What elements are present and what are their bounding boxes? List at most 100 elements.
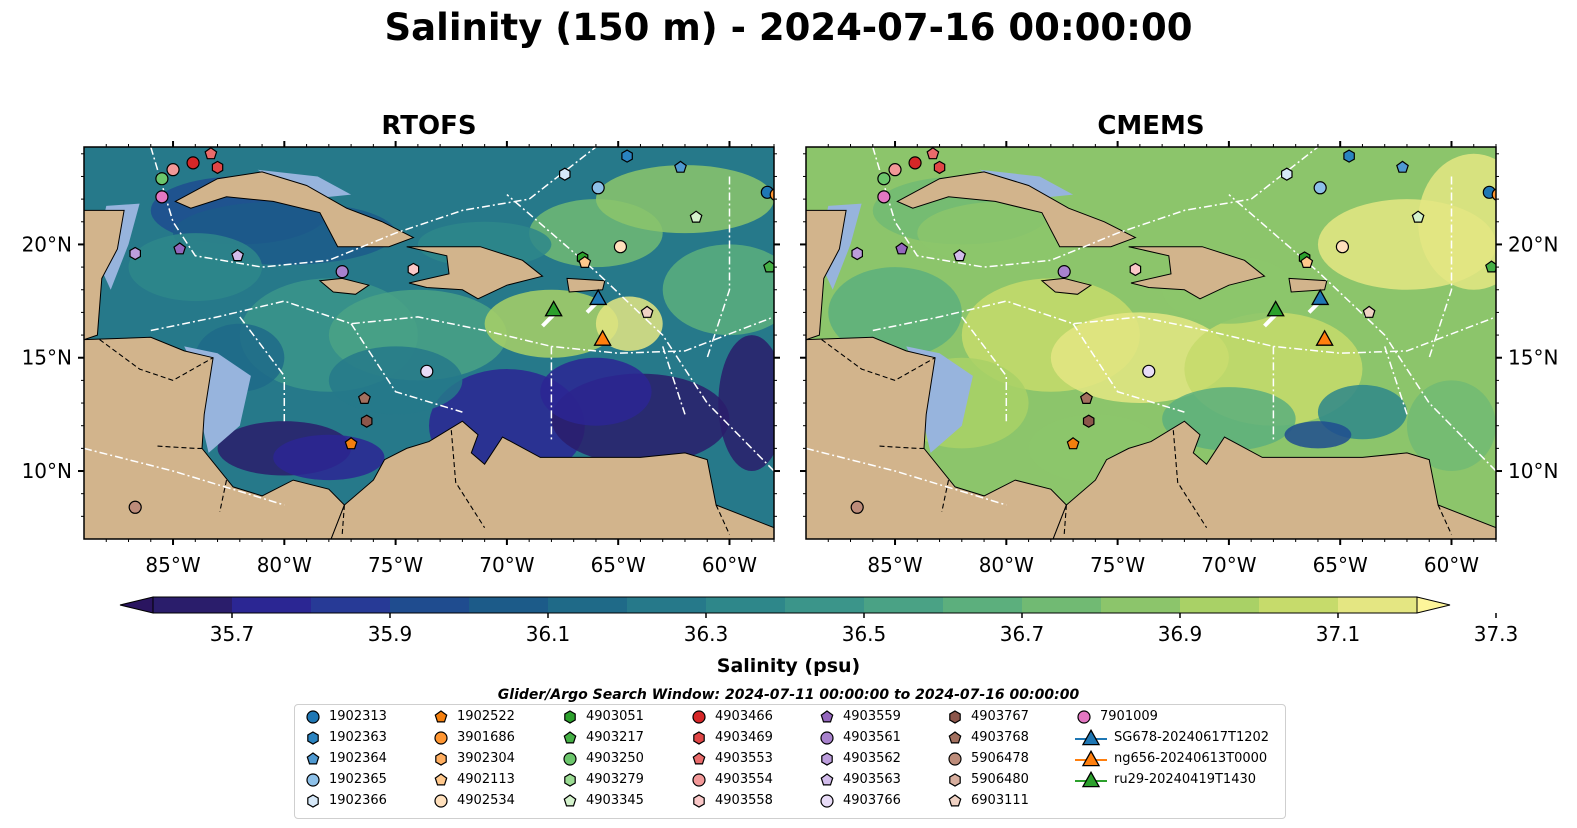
glider-ru29-20240419T1430	[1266, 300, 1285, 317]
map-frame	[805, 146, 1497, 540]
legend-label: 1902522	[457, 709, 515, 724]
colorbar-label: Salinity (psu)	[716, 655, 861, 677]
panel-title-cmems: CMEMS	[1097, 111, 1205, 141]
argo-float-4903554	[166, 163, 180, 177]
legend-label: 4903563	[843, 772, 901, 787]
argo-float-6903111	[1362, 305, 1376, 318]
argo-float-1902363	[621, 149, 633, 163]
lon-tick-label: 60°W	[1424, 553, 1479, 577]
argo-float-4903469	[933, 160, 946, 175]
colorbar: 35.7 35.9 36.1 36.3 36.5 36.7 36.9 37.1 37.3	[119, 596, 1519, 646]
eez-boundary-line	[872, 300, 1496, 354]
legend-float-marker	[564, 710, 576, 724]
lon-tick-label: 60°W	[702, 553, 757, 577]
legend-item: 1902522	[431, 707, 515, 727]
legend-label: 4903562	[843, 751, 901, 766]
legend-float-marker	[693, 794, 705, 808]
colorbar-tick-label: 37.3	[1474, 622, 1519, 646]
argo-float-5906478	[850, 500, 864, 514]
legend-marker	[820, 773, 834, 786]
eez-boundary-line	[1228, 194, 1496, 472]
country-border	[99, 339, 214, 381]
legend-item: SG678-20240617T1202	[1074, 728, 1269, 748]
eez-boundary-line	[506, 194, 774, 472]
legend-item: 4903766	[817, 791, 901, 811]
legend-label: 4902113	[457, 772, 515, 787]
country-border	[1172, 430, 1208, 528]
country-border	[821, 339, 936, 381]
glider-ru29-20240419T1430	[544, 300, 563, 317]
glider-SG678-20240617T1202	[1311, 288, 1330, 306]
figure-title: Salinity (150 m) - 2024-07-16 00:00:00	[384, 6, 1193, 49]
colorbar-segment	[232, 597, 312, 613]
legend-float-marker	[692, 710, 706, 724]
legend-item: 3901686	[431, 728, 515, 748]
salinity-patch	[1284, 421, 1352, 449]
legend-float-marker	[820, 794, 834, 808]
eez-boundary-line	[1428, 176, 1453, 358]
legend-marker	[949, 773, 961, 787]
argo-float-4903553	[204, 147, 218, 160]
argo-float-4903563	[953, 249, 967, 262]
legend-marker	[434, 731, 448, 745]
legend-box: 1902313 1902363 1902364 1902365 1902366 19025…	[294, 704, 1286, 819]
argo-float-4903345	[689, 210, 703, 223]
eez-boundary-line	[661, 346, 686, 415]
legend-glider-marker	[1081, 729, 1101, 746]
legend-float-marker	[693, 731, 705, 745]
salinity-patch	[662, 244, 774, 336]
legend-marker	[820, 710, 834, 723]
argo-float-1902366	[1280, 167, 1293, 181]
glider-ng656-20240613T0000	[593, 329, 612, 346]
argo-float-4903562	[129, 246, 141, 261]
argo-float-4903554	[888, 163, 902, 177]
legend-item: 4903561	[817, 728, 901, 748]
glider-track	[1263, 313, 1278, 328]
colorbar-segment	[627, 597, 707, 613]
legend-label: 4903766	[843, 793, 901, 808]
legend-label: 4903051	[586, 709, 644, 724]
argo-float-4903768	[357, 391, 371, 404]
legend-marker	[434, 773, 448, 786]
legend-item: 6903111	[945, 791, 1029, 811]
argo-float-4903250	[155, 172, 169, 186]
colorbar-segment	[469, 597, 549, 613]
legend-label: 4903767	[971, 709, 1029, 724]
country-border	[1063, 504, 1067, 535]
legend-float-marker	[820, 773, 834, 786]
legend-float-marker	[821, 752, 833, 766]
legend-marker	[1075, 750, 1107, 767]
legend-marker	[1075, 771, 1107, 788]
glider-track	[541, 313, 556, 328]
legend-marker	[949, 710, 961, 724]
argo-float-7901009	[155, 190, 169, 204]
colorbar-segment	[390, 597, 470, 613]
legend-item: 4903554	[689, 770, 773, 790]
country-border	[879, 445, 927, 449]
legend-float-marker	[949, 710, 961, 724]
glider-ng656-20240613T0000	[1315, 329, 1334, 346]
lon-tick-label: 85°W	[145, 553, 200, 577]
legend-marker	[821, 752, 833, 766]
argo-float-4903767	[360, 414, 373, 428]
legend-marker	[1077, 710, 1091, 724]
argo-float-4903559	[173, 242, 187, 255]
legend-marker	[692, 752, 706, 765]
cuba-land	[174, 171, 415, 248]
argo-float-4903562	[851, 246, 864, 261]
legend-item: 4903563	[817, 770, 901, 790]
legend-float-marker	[434, 731, 448, 745]
search-window-text: Glider/Argo Search Window: 2024-07-11 00…	[497, 687, 1080, 703]
colorbar-tick-label: 36.3	[684, 622, 729, 646]
legend-marker	[434, 710, 448, 723]
country-border	[341, 504, 345, 535]
colorbar-frame	[152, 596, 1418, 614]
legend-marker	[1075, 729, 1107, 746]
legend-label: 1902364	[329, 751, 387, 766]
legend-float-marker	[563, 752, 577, 766]
legend-marker	[563, 794, 577, 807]
argo-float-4902113	[578, 255, 592, 268]
lat-tick-label: 15°N	[1508, 346, 1558, 370]
legend-marker	[307, 731, 319, 745]
